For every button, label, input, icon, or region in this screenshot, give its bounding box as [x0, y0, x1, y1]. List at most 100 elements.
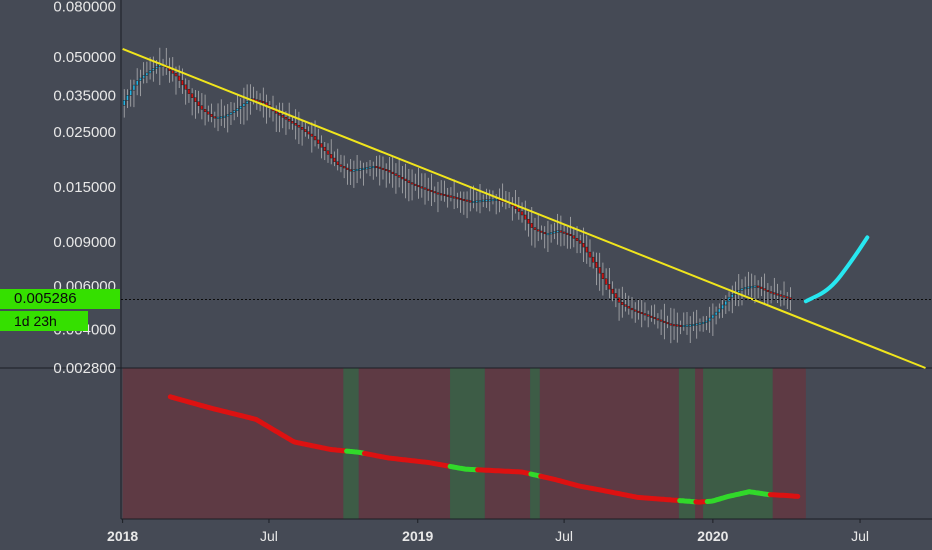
indicator-line-up: [704, 489, 773, 504]
candle-up: [158, 64, 162, 67]
candle-down: [614, 293, 618, 299]
candle-up: [494, 198, 498, 201]
zone-down: [539, 368, 679, 519]
candle-up: [556, 230, 559, 233]
candle-up: [747, 286, 750, 289]
candle-down: [287, 119, 291, 122]
candle-down: [452, 196, 456, 199]
candle-down: [779, 294, 783, 297]
candle-up: [372, 166, 375, 169]
candle-down: [575, 238, 579, 241]
candle-down: [378, 166, 381, 169]
zone-down: [358, 368, 451, 519]
candle-down: [388, 170, 391, 173]
candle-down: [381, 167, 385, 170]
candle-down: [255, 99, 259, 102]
candle-down: [569, 234, 572, 236]
candle-down: [588, 251, 592, 258]
y-tick-label: 0.015000: [53, 179, 116, 196]
candle-down: [598, 267, 601, 274]
candle-up: [365, 167, 369, 170]
candle-down: [756, 285, 760, 288]
candle-down: [543, 232, 546, 235]
candle-down: [317, 139, 320, 144]
candle-up: [682, 325, 685, 328]
candle-down: [178, 75, 181, 81]
zone-up: [530, 368, 540, 519]
y-tick-label: 0.080000: [53, 0, 116, 16]
x-tick-label: Jul: [555, 528, 573, 544]
candle-up: [242, 103, 246, 107]
indicator-line-down: [475, 467, 534, 477]
candle-up: [750, 286, 753, 289]
candle-down: [669, 323, 673, 326]
x-axis-ticks: 2018 Jul 2019 Jul 2020 Jul: [107, 519, 869, 544]
candle-up: [724, 300, 728, 306]
candle-down: [769, 291, 773, 294]
candle-up: [711, 314, 715, 319]
candle-down: [446, 194, 449, 197]
candle-up: [352, 169, 356, 172]
zone-down: [695, 368, 704, 519]
candle-down: [336, 161, 339, 166]
candle-down: [624, 304, 627, 307]
indicator-line-up: [677, 498, 699, 505]
candle-up: [226, 114, 229, 117]
candle-down: [333, 157, 336, 162]
candle-down: [582, 243, 585, 248]
zone-up: [450, 368, 485, 519]
candle-down: [207, 111, 210, 115]
candle-down: [562, 231, 566, 234]
x-tick-label: 2020: [697, 528, 728, 544]
candle-down: [430, 190, 433, 192]
candle-up: [753, 285, 757, 288]
candle-down: [258, 100, 262, 103]
zone-up: [343, 368, 359, 519]
candle-up: [692, 324, 695, 326]
candle-up: [359, 168, 362, 171]
candle-up: [236, 108, 239, 111]
axis-frame: [0, 0, 932, 520]
candle-down: [524, 214, 527, 220]
candle-down: [436, 192, 440, 195]
indicator-line-up: [447, 463, 481, 473]
candle-down: [439, 193, 443, 196]
indicator-line-up: [344, 448, 367, 456]
indicator-line-down: [167, 394, 350, 454]
candle-countdown-label: 1d 23h: [0, 311, 88, 331]
candle-up: [721, 304, 724, 310]
candle-up: [229, 112, 233, 115]
candle-up: [355, 168, 359, 171]
x-tick-label: 2019: [402, 528, 433, 544]
candle-down: [394, 173, 398, 176]
candle-up: [362, 167, 365, 170]
candle-down: [601, 272, 605, 279]
candle-down: [278, 113, 281, 116]
candle-down: [672, 324, 676, 327]
candle-down: [462, 198, 466, 201]
candle-down: [284, 117, 288, 120]
x-tick-label: 2018: [107, 528, 138, 544]
candle-up: [695, 323, 698, 326]
candle-down: [782, 295, 786, 298]
candle-down: [281, 115, 284, 118]
candle-down: [653, 317, 656, 320]
indicator-line-down: [767, 492, 801, 499]
candle-up: [132, 84, 136, 91]
projection-curve: [803, 235, 870, 304]
candle-down: [656, 318, 660, 321]
candle-up: [708, 317, 711, 322]
indicator-line-down: [361, 450, 453, 469]
candle-up: [232, 110, 236, 113]
candle-down: [465, 199, 469, 202]
candle-down: [320, 143, 323, 148]
candle-down: [339, 164, 343, 167]
current-price-label: 0.005286: [0, 289, 120, 309]
y-tick-label: 0.009000: [53, 234, 116, 251]
candle-up: [126, 95, 129, 101]
candle-up: [744, 287, 747, 290]
candle-up: [475, 200, 478, 203]
candle-up: [740, 288, 744, 291]
candle-down: [346, 167, 349, 170]
